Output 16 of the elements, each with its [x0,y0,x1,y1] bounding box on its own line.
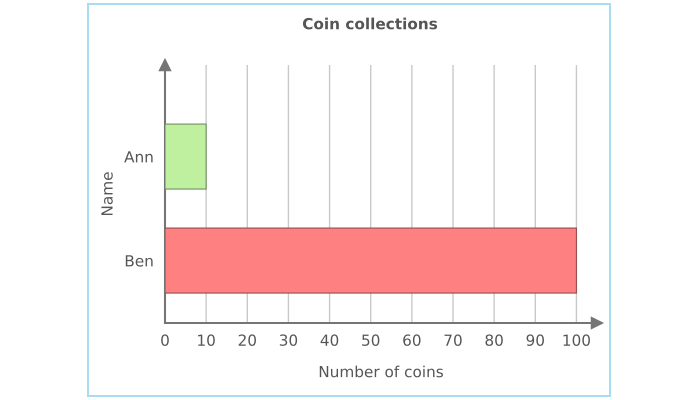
chart-title: Coin collections [302,18,438,30]
x-tick-label: 70 [444,334,462,346]
x-tick-label: 60 [403,334,421,346]
x-tick-label: 10 [198,334,215,346]
y-tick-label: Ben [126,255,153,267]
x-tick-label: 100 [564,334,590,346]
y-tick-label: Ann [124,151,153,162]
x-tick-label: 80 [485,334,503,346]
x-tick-label: 0 [161,334,169,346]
x-tick-label: 20 [238,334,256,346]
x-tick-label: 30 [280,334,298,346]
x-tick-label: 90 [526,334,544,346]
x-tick-label: 40 [320,334,338,346]
x-tick-label: 50 [362,334,380,346]
y-axis-title: Name [101,172,113,216]
x-axis-title: Number of coins [320,366,443,378]
